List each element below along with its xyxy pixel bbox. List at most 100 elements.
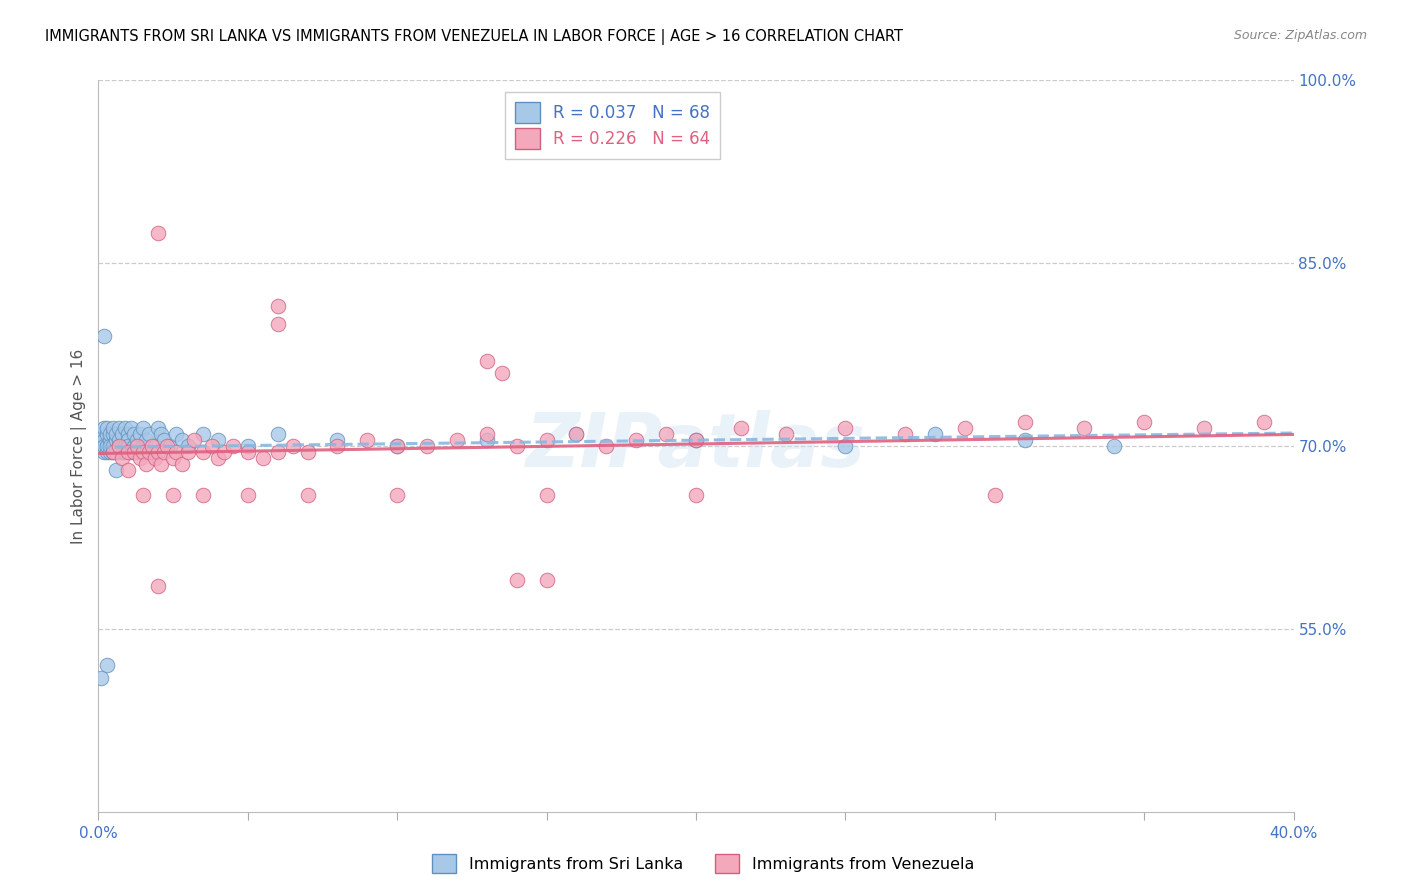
Point (93, 445, 115, 459)
Point (135, 457, 157, 471)
Point (117, 439, 139, 453)
Point (111, 439, 134, 453)
Point (565, 426, 588, 441)
Point (924, 426, 946, 441)
Point (96, 426, 118, 441)
Point (385, 439, 409, 453)
Point (385, 439, 409, 453)
Point (191, 488, 214, 502)
Point (132, 439, 155, 453)
Point (159, 439, 181, 453)
Point (1192, 421, 1215, 435)
Point (267, 445, 290, 459)
Y-axis label: In Labor Force | Age > 16: In Labor Force | Age > 16 (72, 349, 87, 543)
Point (105, 426, 128, 441)
Point (655, 426, 678, 441)
Point (108, 439, 131, 453)
Point (135, 433, 157, 447)
Point (685, 433, 707, 447)
Point (1073, 421, 1095, 435)
Point (117, 433, 139, 447)
Point (127, 439, 149, 453)
Legend: R = 0.037   N = 68, R = 0.226   N = 64: R = 0.037 N = 68, R = 0.226 N = 64 (505, 92, 720, 159)
Point (1014, 433, 1036, 447)
Point (98, 433, 122, 447)
Point (138, 445, 160, 459)
Point (108, 439, 131, 453)
Point (141, 439, 163, 453)
Point (595, 439, 617, 453)
Point (103, 421, 125, 435)
Point (93, 439, 115, 453)
Point (475, 433, 498, 447)
Point (143, 451, 166, 466)
Point (297, 445, 319, 459)
Legend: Immigrants from Sri Lanka, Immigrants from Venezuela: Immigrants from Sri Lanka, Immigrants fr… (426, 847, 980, 880)
Point (1253, 415, 1275, 429)
Point (93, 433, 115, 447)
Point (127, 445, 149, 459)
Point (111, 445, 134, 459)
Point (191, 426, 214, 441)
Point (105, 463, 128, 477)
Point (105, 433, 128, 447)
Point (111, 451, 134, 466)
Point (475, 426, 498, 441)
Point (252, 451, 274, 466)
Point (114, 421, 136, 435)
Point (191, 445, 214, 459)
Point (96, 658, 118, 673)
Point (103, 439, 125, 453)
Point (103, 426, 125, 441)
Point (894, 426, 917, 441)
Point (153, 433, 176, 447)
Text: ZIPatlas: ZIPatlas (526, 409, 866, 483)
Point (120, 445, 142, 459)
Point (129, 451, 152, 466)
Point (236, 439, 259, 453)
Point (132, 488, 155, 502)
Point (491, 366, 513, 380)
Point (105, 445, 128, 459)
Point (93, 421, 115, 435)
Point (90, 439, 112, 453)
Point (124, 426, 146, 441)
Point (984, 488, 1007, 502)
Point (267, 426, 290, 441)
Point (685, 433, 707, 447)
Point (114, 439, 136, 453)
Point (103, 445, 125, 459)
Point (98, 445, 122, 459)
Point (446, 433, 468, 447)
Point (117, 426, 139, 441)
Point (127, 433, 149, 447)
Point (416, 439, 439, 453)
Point (183, 433, 205, 447)
Point (267, 299, 290, 313)
Point (132, 421, 155, 435)
Point (150, 457, 173, 471)
Point (117, 445, 139, 459)
Point (96, 421, 118, 435)
Point (148, 226, 170, 240)
Point (124, 445, 146, 459)
Point (162, 488, 184, 502)
Point (685, 488, 707, 502)
Point (834, 421, 856, 435)
Point (207, 451, 229, 466)
Point (165, 445, 187, 459)
Point (165, 426, 187, 441)
Point (236, 445, 259, 459)
Point (98, 439, 122, 453)
Point (156, 439, 179, 453)
Point (132, 445, 155, 459)
Point (103, 445, 125, 459)
Point (148, 421, 170, 435)
Point (536, 488, 558, 502)
Point (96, 445, 118, 459)
Point (143, 439, 166, 453)
Point (120, 421, 142, 435)
Point (96, 439, 118, 453)
Point (108, 433, 131, 447)
Point (108, 421, 131, 435)
